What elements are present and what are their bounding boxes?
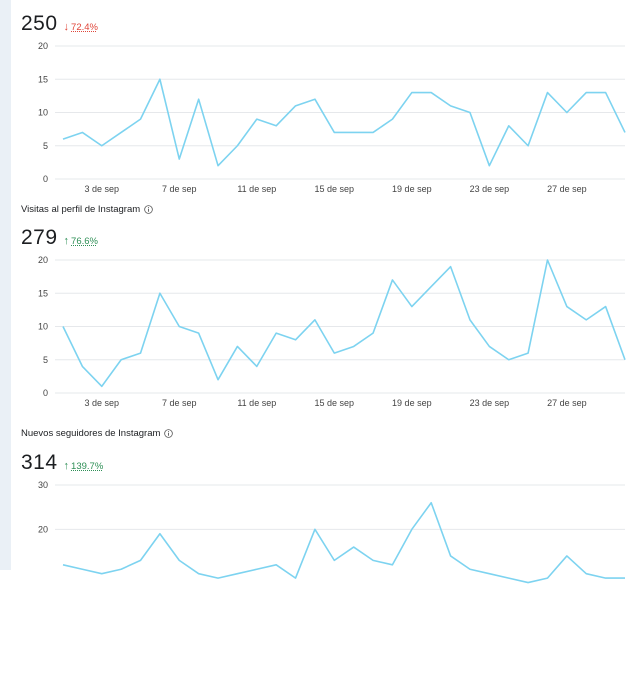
arrow-up-icon: ↑: [63, 460, 70, 472]
series-line[interactable]: [62, 259, 626, 388]
panel-title: Nuevos seguidores de Instagram: [21, 428, 174, 439]
x-tick-label: 11 de sep: [237, 184, 276, 194]
x-tick-label: 15 de sep: [315, 184, 355, 194]
x-tick-label: 3 de sep: [84, 398, 119, 408]
line-chart: 0 5 10 15 20 3 de sep 7 de sep 11 de sep 15 de s…: [38, 41, 626, 194]
series-line[interactable]: [62, 501, 625, 584]
delta-badge[interactable]: ↓ 72.4%: [64, 21, 98, 33]
x-tick-label: 7 de sep: [162, 184, 197, 194]
series-line[interactable]: [62, 78, 626, 167]
metric-row: 279 ↑ 76.6%: [21, 226, 98, 250]
metric-value: 314: [21, 451, 58, 474]
x-tick-label: 27 de sep: [547, 184, 587, 194]
x-tick-label: 27 de sep: [547, 398, 587, 408]
panel-reach: 250 ↓ 72.4% 0 5 10 15 20 3 de sep 7 de sep 11 d…: [11, 0, 644, 200]
left-rail: [0, 0, 11, 570]
y-tick-label: 30: [38, 480, 48, 490]
panel-new-followers: Nuevos seguidores de Instagram 314 ↑ 139…: [11, 425, 644, 584]
delta-badge[interactable]: ↑ 76.6%: [64, 235, 98, 247]
panel-title-text: Visitas al perfil de Instagram: [21, 204, 141, 215]
metric-value: 279: [21, 226, 58, 249]
panel-title: Visitas al perfil de Instagram: [21, 204, 153, 215]
x-tick-label: 19 de sep: [392, 398, 432, 408]
delta-badge[interactable]: ↑ 139.7%: [64, 460, 104, 472]
arrow-up-icon: ↑: [63, 235, 70, 247]
delta-percent: 139.7%: [71, 461, 104, 472]
x-tick-label: 19 de sep: [392, 184, 432, 194]
delta-percent: 72.4%: [71, 22, 98, 33]
line-chart: 0 5 10 15 20 3 de sep 7 de sep 11 de sep 15 de s…: [38, 255, 626, 408]
y-tick-label: 0: [43, 174, 48, 184]
info-icon[interactable]: [144, 205, 153, 214]
panel-profile-visits: Visitas al perfil de Instagram 279 ↑ 76.…: [11, 200, 644, 425]
y-tick-label: 15: [38, 288, 48, 298]
y-tick-label: 5: [43, 141, 48, 151]
arrow-down-icon: ↓: [63, 21, 70, 33]
metric-row: 314 ↑ 139.7%: [21, 451, 103, 475]
x-tick-label: 23 de sep: [470, 398, 510, 408]
y-tick-label: 0: [43, 388, 48, 398]
delta-percent: 76.6%: [71, 236, 98, 247]
x-tick-label: 7 de sep: [162, 398, 197, 408]
info-icon[interactable]: [164, 429, 174, 438]
x-tick-label: 23 de sep: [470, 184, 510, 194]
y-tick-label: 20: [38, 524, 48, 534]
y-tick-label: 10: [38, 322, 48, 332]
x-tick-label: 15 de sep: [315, 398, 355, 408]
x-tick-label: 3 de sep: [84, 184, 119, 194]
y-tick-label: 20: [38, 41, 48, 51]
y-tick-label: 15: [38, 74, 48, 84]
y-tick-label: 5: [43, 355, 48, 365]
y-tick-label: 10: [38, 108, 48, 118]
metric-value: 250: [21, 12, 58, 35]
y-tick-label: 20: [38, 255, 48, 265]
metric-row: 250 ↓ 72.4%: [21, 12, 98, 36]
panel-title-text: Nuevos seguidores de Instagram: [21, 428, 161, 439]
x-tick-label: 11 de sep: [237, 398, 276, 408]
